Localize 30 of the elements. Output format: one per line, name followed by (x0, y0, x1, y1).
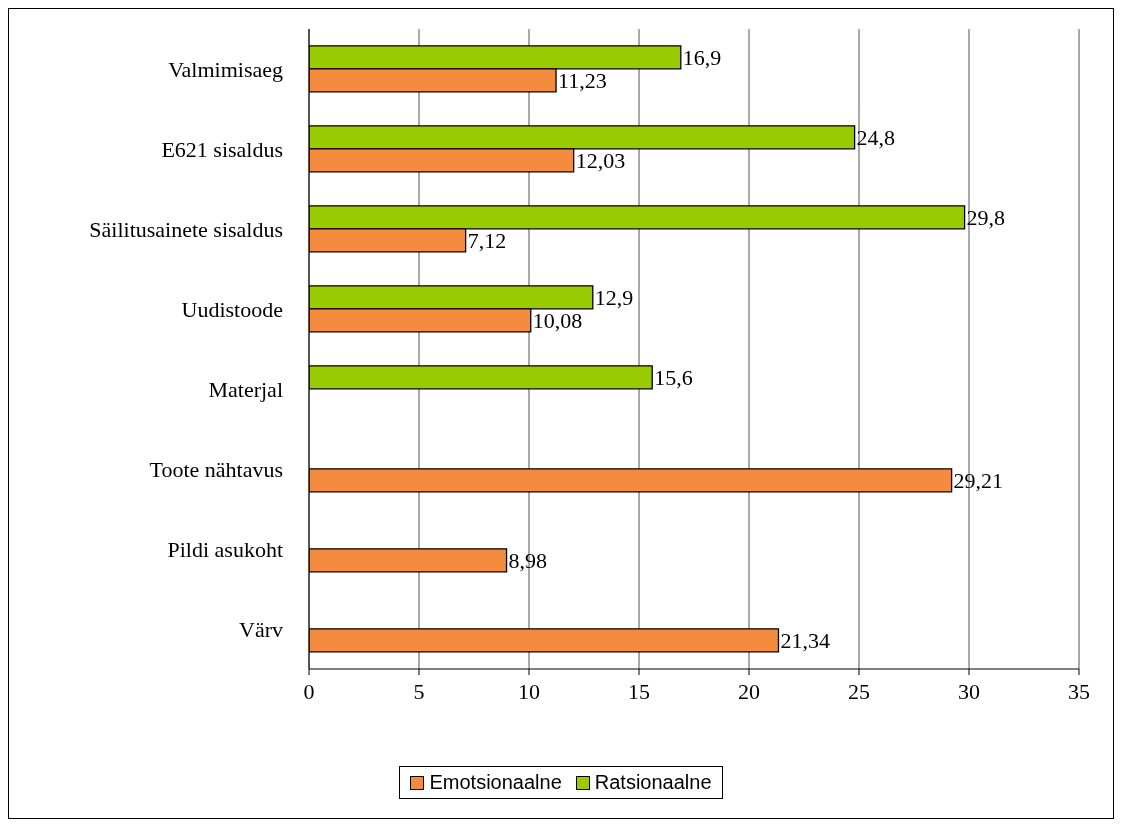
data-label: 12,03 (575, 148, 626, 174)
y-tick-label: Toote nähtavus (149, 456, 283, 482)
legend-label: Emotsionaalne (429, 771, 562, 794)
data-label: 16,9 (682, 45, 722, 71)
data-label: 7,12 (467, 228, 507, 254)
y-tick-label: Uudistoode (181, 296, 283, 322)
data-label: 21,34 (780, 628, 830, 654)
x-tick-label: 0 (303, 678, 315, 704)
data-label: 12,9 (594, 285, 634, 311)
data-label: 10,08 (532, 308, 583, 334)
data-label: 11,23 (558, 68, 607, 94)
x-tick-label: 10 (518, 678, 540, 704)
x-tick-label: 20 (738, 678, 760, 704)
y-tick-label: E621 sisaldus (161, 136, 283, 162)
x-tick-label: 15 (628, 678, 650, 704)
y-tick-label: Valmimisaeg (168, 56, 283, 82)
y-tick-label: Pildi asukoht (167, 536, 283, 562)
legend-label: Ratsionaalne (594, 771, 712, 794)
x-tick-label: 35 (1068, 678, 1090, 704)
data-label: 15,6 (654, 365, 693, 391)
y-tick-label: Säilitusainete sisaldus (89, 216, 283, 242)
data-label: 29,21 (953, 468, 1004, 494)
data-label: 29,8 (966, 205, 1006, 231)
data-label: 8,98 (508, 548, 548, 574)
y-tick-label: Materjal (208, 376, 283, 402)
x-tick-label: 30 (958, 678, 980, 704)
y-tick-label: Värv (239, 616, 283, 642)
x-tick-label: 5 (413, 678, 425, 704)
x-tick-label: 25 (848, 678, 870, 704)
data-label: 24,8 (856, 125, 896, 151)
